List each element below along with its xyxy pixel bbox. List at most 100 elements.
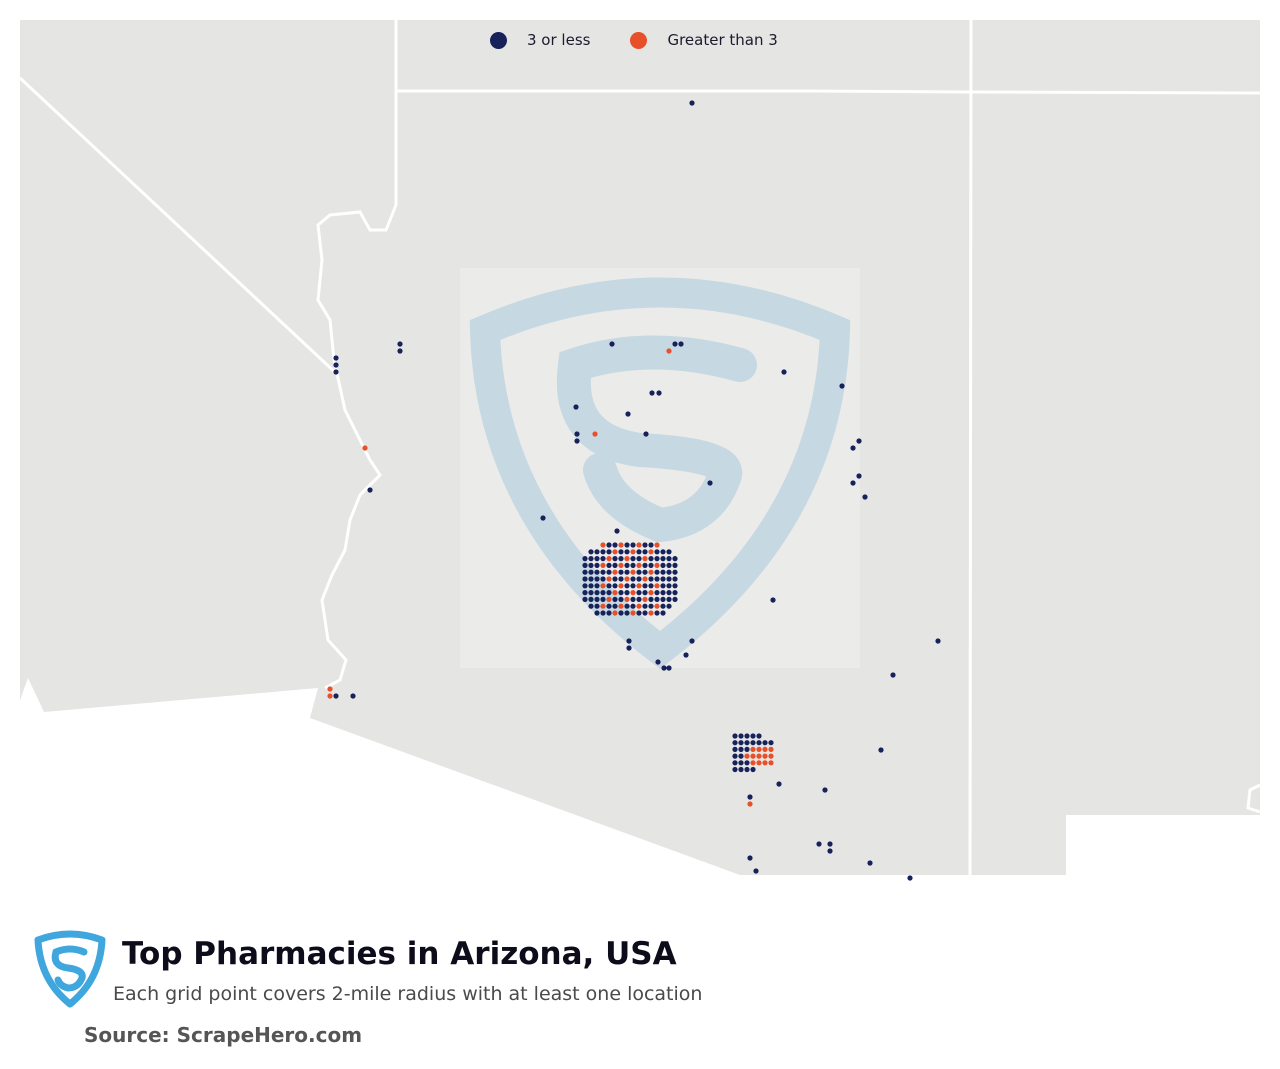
grid-point-low [878, 747, 884, 753]
grid-point-low [636, 556, 642, 562]
grid-point-low [850, 480, 856, 486]
grid-point-low [732, 766, 738, 773]
grid-point-low [594, 583, 600, 589]
grid-point-high [630, 590, 636, 596]
source-credit: Source: ScrapeHero.com [84, 1023, 363, 1047]
grid-point-low [618, 610, 624, 616]
grid-point-low [750, 740, 756, 746]
grid-point-high [612, 590, 618, 596]
grid-point-high [648, 569, 654, 575]
grid-point-low [594, 562, 600, 569]
grid-point-low [333, 369, 339, 375]
grid-point-high [648, 549, 654, 555]
grid-point-low [642, 549, 648, 555]
grid-point-low [732, 760, 738, 766]
grid-point-low [624, 603, 630, 609]
grid-point-low [822, 787, 828, 793]
grid-point-low [612, 596, 618, 603]
grid-point-high [636, 603, 642, 609]
legend-item-high: Greater than 3 [630, 31, 778, 49]
grid-point-low [588, 590, 594, 596]
grid-point-low [614, 528, 620, 534]
grid-point-low [606, 603, 612, 609]
grid-point-low [750, 733, 756, 739]
grid-point-low [582, 576, 588, 582]
grid-point-low [654, 569, 660, 575]
grid-point-low [588, 596, 594, 603]
grid-point-low [672, 596, 678, 603]
grid-point-low [827, 848, 833, 854]
grid-point-low [618, 549, 624, 555]
grid-point-low [753, 868, 759, 874]
grid-point-low [626, 645, 632, 651]
grid-point-high [612, 610, 618, 616]
grid-point-high [600, 562, 606, 569]
grid-point-high [768, 753, 774, 759]
grid-point-low [738, 733, 744, 739]
grid-point-high [756, 760, 762, 766]
grid-point-low [609, 341, 615, 347]
grid-point-high [654, 542, 660, 548]
grid-point-high [762, 760, 768, 766]
grid-point-low [678, 341, 684, 347]
grid-point-low [732, 753, 738, 759]
grid-point-low [666, 556, 672, 562]
grid-point-low [672, 583, 678, 589]
grid-point-low [606, 569, 612, 575]
legend-dot-low [490, 31, 507, 49]
grid-point-high [618, 603, 624, 609]
grid-point-low [672, 569, 678, 575]
grid-point-high [624, 576, 630, 582]
grid-point-low [648, 556, 654, 562]
grid-point-low [624, 549, 630, 555]
grid-point-low [672, 576, 678, 582]
grid-point-high [762, 753, 768, 759]
grid-point-low [582, 583, 588, 589]
grid-point-low [624, 583, 630, 589]
grid-point-low [540, 515, 546, 521]
grid-point-high [600, 583, 606, 589]
grid-point-high [612, 549, 618, 555]
grid-point-low [618, 556, 624, 562]
grid-point-low [606, 590, 612, 596]
grid-point-low [660, 549, 666, 555]
grid-point-low [768, 740, 774, 746]
grid-point-high [600, 603, 606, 609]
grid-point-high [630, 549, 636, 555]
grid-point-low [732, 746, 738, 753]
grid-point-low [666, 590, 672, 596]
mexico-area [20, 678, 740, 900]
grid-point-high [750, 753, 756, 759]
grid-point-low [747, 855, 753, 861]
grid-point-high [636, 542, 642, 548]
grid-point-high [327, 686, 333, 692]
grid-point-low [654, 576, 660, 582]
grid-point-low [612, 562, 618, 569]
grid-point-low [781, 369, 787, 375]
grid-point-low [672, 556, 678, 562]
grid-point-low [397, 341, 403, 347]
grid-point-low [612, 576, 618, 582]
grid-point-low [582, 562, 588, 569]
grid-point-low [661, 665, 667, 671]
grid-point-low [624, 562, 630, 569]
grid-point-low [672, 562, 678, 569]
grid-point-high [618, 562, 624, 569]
grid-point-high [606, 596, 612, 603]
grid-point-low [738, 746, 744, 753]
grid-point-low [594, 596, 600, 603]
grid-point-low [648, 562, 654, 569]
grid-point-low [630, 583, 636, 589]
grid-point-low [935, 638, 941, 644]
grid-point-high [642, 556, 648, 562]
grid-point-high [768, 746, 774, 753]
grid-point-low [747, 794, 753, 800]
grid-point-low [732, 733, 738, 739]
grid-point-low [630, 556, 636, 562]
grid-point-low [630, 562, 636, 569]
grid-point-low [333, 693, 339, 699]
grid-point-low [654, 596, 660, 603]
grid-point-low [594, 610, 600, 616]
grid-point-low [660, 583, 666, 589]
grid-point-low [744, 760, 750, 766]
